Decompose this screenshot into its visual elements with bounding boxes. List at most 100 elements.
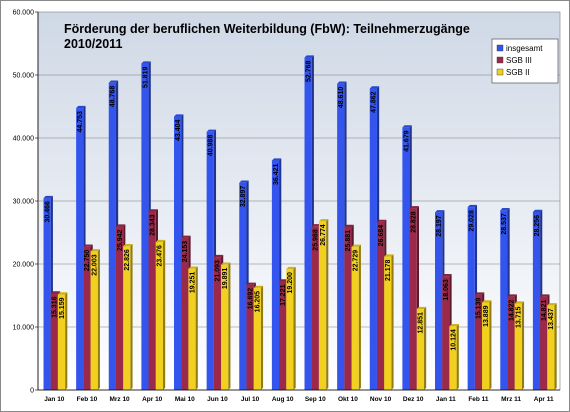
bar-top bbox=[115, 224, 126, 227]
bar-sgb-iii bbox=[83, 246, 91, 390]
x-tick-label: Jan 11 bbox=[436, 396, 456, 403]
bar-side bbox=[489, 300, 492, 390]
x-tick-label: Dez 10 bbox=[403, 396, 424, 403]
bar-sgb-iii bbox=[115, 226, 124, 390]
y-tick-label: 0 bbox=[30, 388, 34, 395]
bar-value-label: 14.821 bbox=[541, 300, 548, 322]
bar-insgesamt bbox=[174, 116, 182, 390]
bar-top bbox=[351, 244, 361, 247]
bar-top bbox=[286, 266, 296, 270]
bar-value-label: 22.750 bbox=[84, 250, 91, 272]
bar-top bbox=[344, 224, 354, 227]
bar-side bbox=[358, 244, 361, 390]
bar-top bbox=[474, 292, 485, 295]
y-tick-label: 30.000 bbox=[13, 199, 35, 206]
bar-value-label: 28.256 bbox=[534, 215, 541, 237]
bar-top bbox=[206, 129, 217, 132]
y-tick-label: 10.000 bbox=[13, 325, 35, 332]
bar-sgb-iii bbox=[181, 237, 189, 390]
bar-sgb-ii bbox=[416, 309, 424, 390]
bar-side bbox=[521, 301, 525, 390]
bar-sgb-iii bbox=[376, 221, 385, 390]
bar-sgb-ii bbox=[253, 287, 261, 390]
legend: insgesamt SGB III SGB II bbox=[491, 38, 559, 84]
bar-sgb-ii bbox=[449, 326, 457, 390]
bar-side bbox=[162, 239, 166, 390]
bar-top bbox=[43, 195, 53, 199]
bar-sgb-ii bbox=[514, 303, 522, 390]
bar-top bbox=[155, 239, 166, 243]
bar-value-label: 32.897 bbox=[240, 186, 247, 208]
bar-value-label: 13.889 bbox=[483, 305, 490, 327]
x-tick-label: Apr 10 bbox=[142, 396, 163, 403]
bar-side bbox=[293, 266, 296, 390]
bar-value-label: 13.715 bbox=[516, 307, 523, 329]
y-tick-label: 50.000 bbox=[13, 73, 35, 80]
bar-top bbox=[540, 294, 550, 297]
x-tick-label: Nov 10 bbox=[370, 396, 392, 403]
bar-top bbox=[337, 81, 347, 84]
legend-swatch bbox=[496, 44, 504, 52]
bar-top bbox=[188, 266, 198, 269]
bar-sgb-ii bbox=[123, 246, 131, 390]
bar-insgesamt bbox=[239, 182, 247, 390]
bar-sgb-ii bbox=[90, 251, 98, 390]
bar-value-label: 23.476 bbox=[157, 245, 164, 267]
bar-top bbox=[213, 254, 224, 258]
bar-value-label: 52.768 bbox=[305, 60, 312, 82]
bar-value-label: 15.316 bbox=[52, 296, 59, 318]
bar-value-label: 21.093 bbox=[215, 260, 222, 282]
bar-top bbox=[279, 279, 289, 282]
bar-sgb-iii bbox=[344, 226, 352, 390]
bar-top bbox=[514, 301, 525, 304]
bar-value-label: 25.881 bbox=[345, 230, 352, 252]
bar-sgb-iii bbox=[213, 257, 222, 390]
bar-top bbox=[369, 86, 380, 89]
y-tick-label: 40.000 bbox=[13, 136, 35, 143]
bar-side bbox=[554, 303, 557, 390]
bar-value-label: 51.819 bbox=[142, 66, 149, 88]
bar-sgb-ii bbox=[547, 305, 555, 390]
bar-value-label: 15.139 bbox=[476, 298, 483, 320]
bar-top bbox=[318, 219, 329, 222]
bar-insgesamt bbox=[435, 212, 443, 390]
x-tick-label: Mrz 10 bbox=[109, 396, 130, 403]
bar-insgesamt bbox=[369, 88, 377, 391]
bar-sgb-ii bbox=[351, 246, 359, 390]
bar-top bbox=[57, 292, 68, 295]
bar-top bbox=[181, 235, 191, 238]
data-labels: 30.466 15.316 15.159 44.753 22.750 22.003 48.7… bbox=[44, 60, 555, 350]
bar-top bbox=[409, 206, 419, 209]
bar-top bbox=[141, 61, 151, 64]
bar-sgb-ii bbox=[188, 268, 196, 390]
bar-value-label: 44.753 bbox=[77, 111, 84, 133]
bar-value-label: 43.404 bbox=[175, 119, 182, 141]
x-tick-label: Sep 10 bbox=[305, 396, 326, 403]
bar-value-label: 28.537 bbox=[501, 213, 508, 235]
x-tick-label: Aug 10 bbox=[272, 396, 294, 403]
legend-swatch bbox=[496, 68, 504, 76]
bar-insgesamt bbox=[304, 57, 312, 391]
bar-side bbox=[326, 219, 329, 390]
bars bbox=[43, 55, 557, 391]
y-tick-label: 60.000 bbox=[13, 10, 35, 17]
legend-label: insgesamt bbox=[506, 44, 543, 53]
chart-title-line-1: Förderung der beruflichen Weiterbildung … bbox=[64, 22, 470, 36]
bar-sgb-ii bbox=[221, 264, 229, 390]
bar-top bbox=[442, 274, 452, 277]
bar-side bbox=[423, 306, 427, 390]
bar-value-label: 28.197 bbox=[436, 215, 443, 237]
bar-value-label: 28.343 bbox=[149, 214, 156, 236]
bar-top bbox=[148, 209, 158, 212]
bar-side bbox=[391, 254, 394, 390]
bar-insgesamt bbox=[141, 63, 149, 391]
bar-insgesamt bbox=[337, 83, 345, 390]
bar-top bbox=[108, 80, 119, 83]
bar-top bbox=[416, 306, 427, 310]
bar-side bbox=[97, 249, 100, 390]
bar-top bbox=[376, 219, 387, 222]
bar-top bbox=[76, 105, 86, 109]
bar-value-label: 24.153 bbox=[182, 241, 189, 263]
bar-insgesamt bbox=[467, 207, 475, 390]
